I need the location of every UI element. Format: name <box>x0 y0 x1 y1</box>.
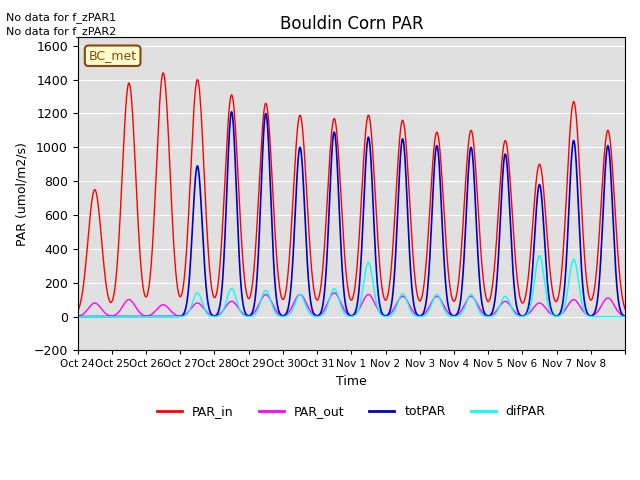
PAR_out <box>74 313 81 319</box>
difPAR <box>326 293 334 299</box>
PAR_in <box>337 196 345 202</box>
PAR_in <box>160 71 168 76</box>
totPAR <box>228 109 236 115</box>
totPAR <box>614 296 622 302</box>
PAR_out <box>330 290 338 296</box>
PAR_in <box>621 306 629 312</box>
PAR_in <box>327 139 335 145</box>
X-axis label: Time: Time <box>336 375 367 388</box>
PAR_in <box>614 255 622 261</box>
Legend: PAR_in, PAR_out, totPAR, difPAR: PAR_in, PAR_out, totPAR, difPAR <box>152 400 550 423</box>
Text: BC_met: BC_met <box>88 49 137 62</box>
PAR_out <box>326 294 334 300</box>
PAR_out <box>337 301 345 307</box>
PAR_out <box>481 312 488 317</box>
PAR_in <box>74 309 81 314</box>
Line: PAR_out: PAR_out <box>77 293 625 316</box>
difPAR <box>561 303 568 309</box>
totPAR <box>337 248 345 253</box>
PAR_in <box>159 70 167 76</box>
PAR_out <box>561 308 568 313</box>
totPAR <box>74 314 81 320</box>
totPAR <box>621 313 629 319</box>
difPAR <box>337 302 345 308</box>
Text: No data for f_zPAR1: No data for f_zPAR1 <box>6 12 116 23</box>
Line: totPAR: totPAR <box>77 112 625 317</box>
difPAR <box>159 314 167 320</box>
difPAR <box>621 314 629 320</box>
totPAR <box>561 282 568 288</box>
totPAR <box>327 169 335 175</box>
Text: No data for f_zPAR2: No data for f_zPAR2 <box>6 26 116 37</box>
difPAR <box>480 313 488 319</box>
Line: PAR_in: PAR_in <box>77 73 625 312</box>
Title: Bouldin Corn PAR: Bouldin Corn PAR <box>280 15 423 33</box>
PAR_out <box>614 309 622 314</box>
totPAR <box>159 314 167 320</box>
PAR_in <box>561 224 568 229</box>
Y-axis label: PAR (umol/m2/s): PAR (umol/m2/s) <box>15 142 28 246</box>
difPAR <box>74 314 81 320</box>
PAR_out <box>159 302 167 308</box>
difPAR <box>614 314 622 320</box>
difPAR <box>536 253 543 259</box>
Line: difPAR: difPAR <box>77 256 625 317</box>
totPAR <box>481 310 488 316</box>
PAR_in <box>481 286 488 292</box>
PAR_out <box>621 313 629 319</box>
